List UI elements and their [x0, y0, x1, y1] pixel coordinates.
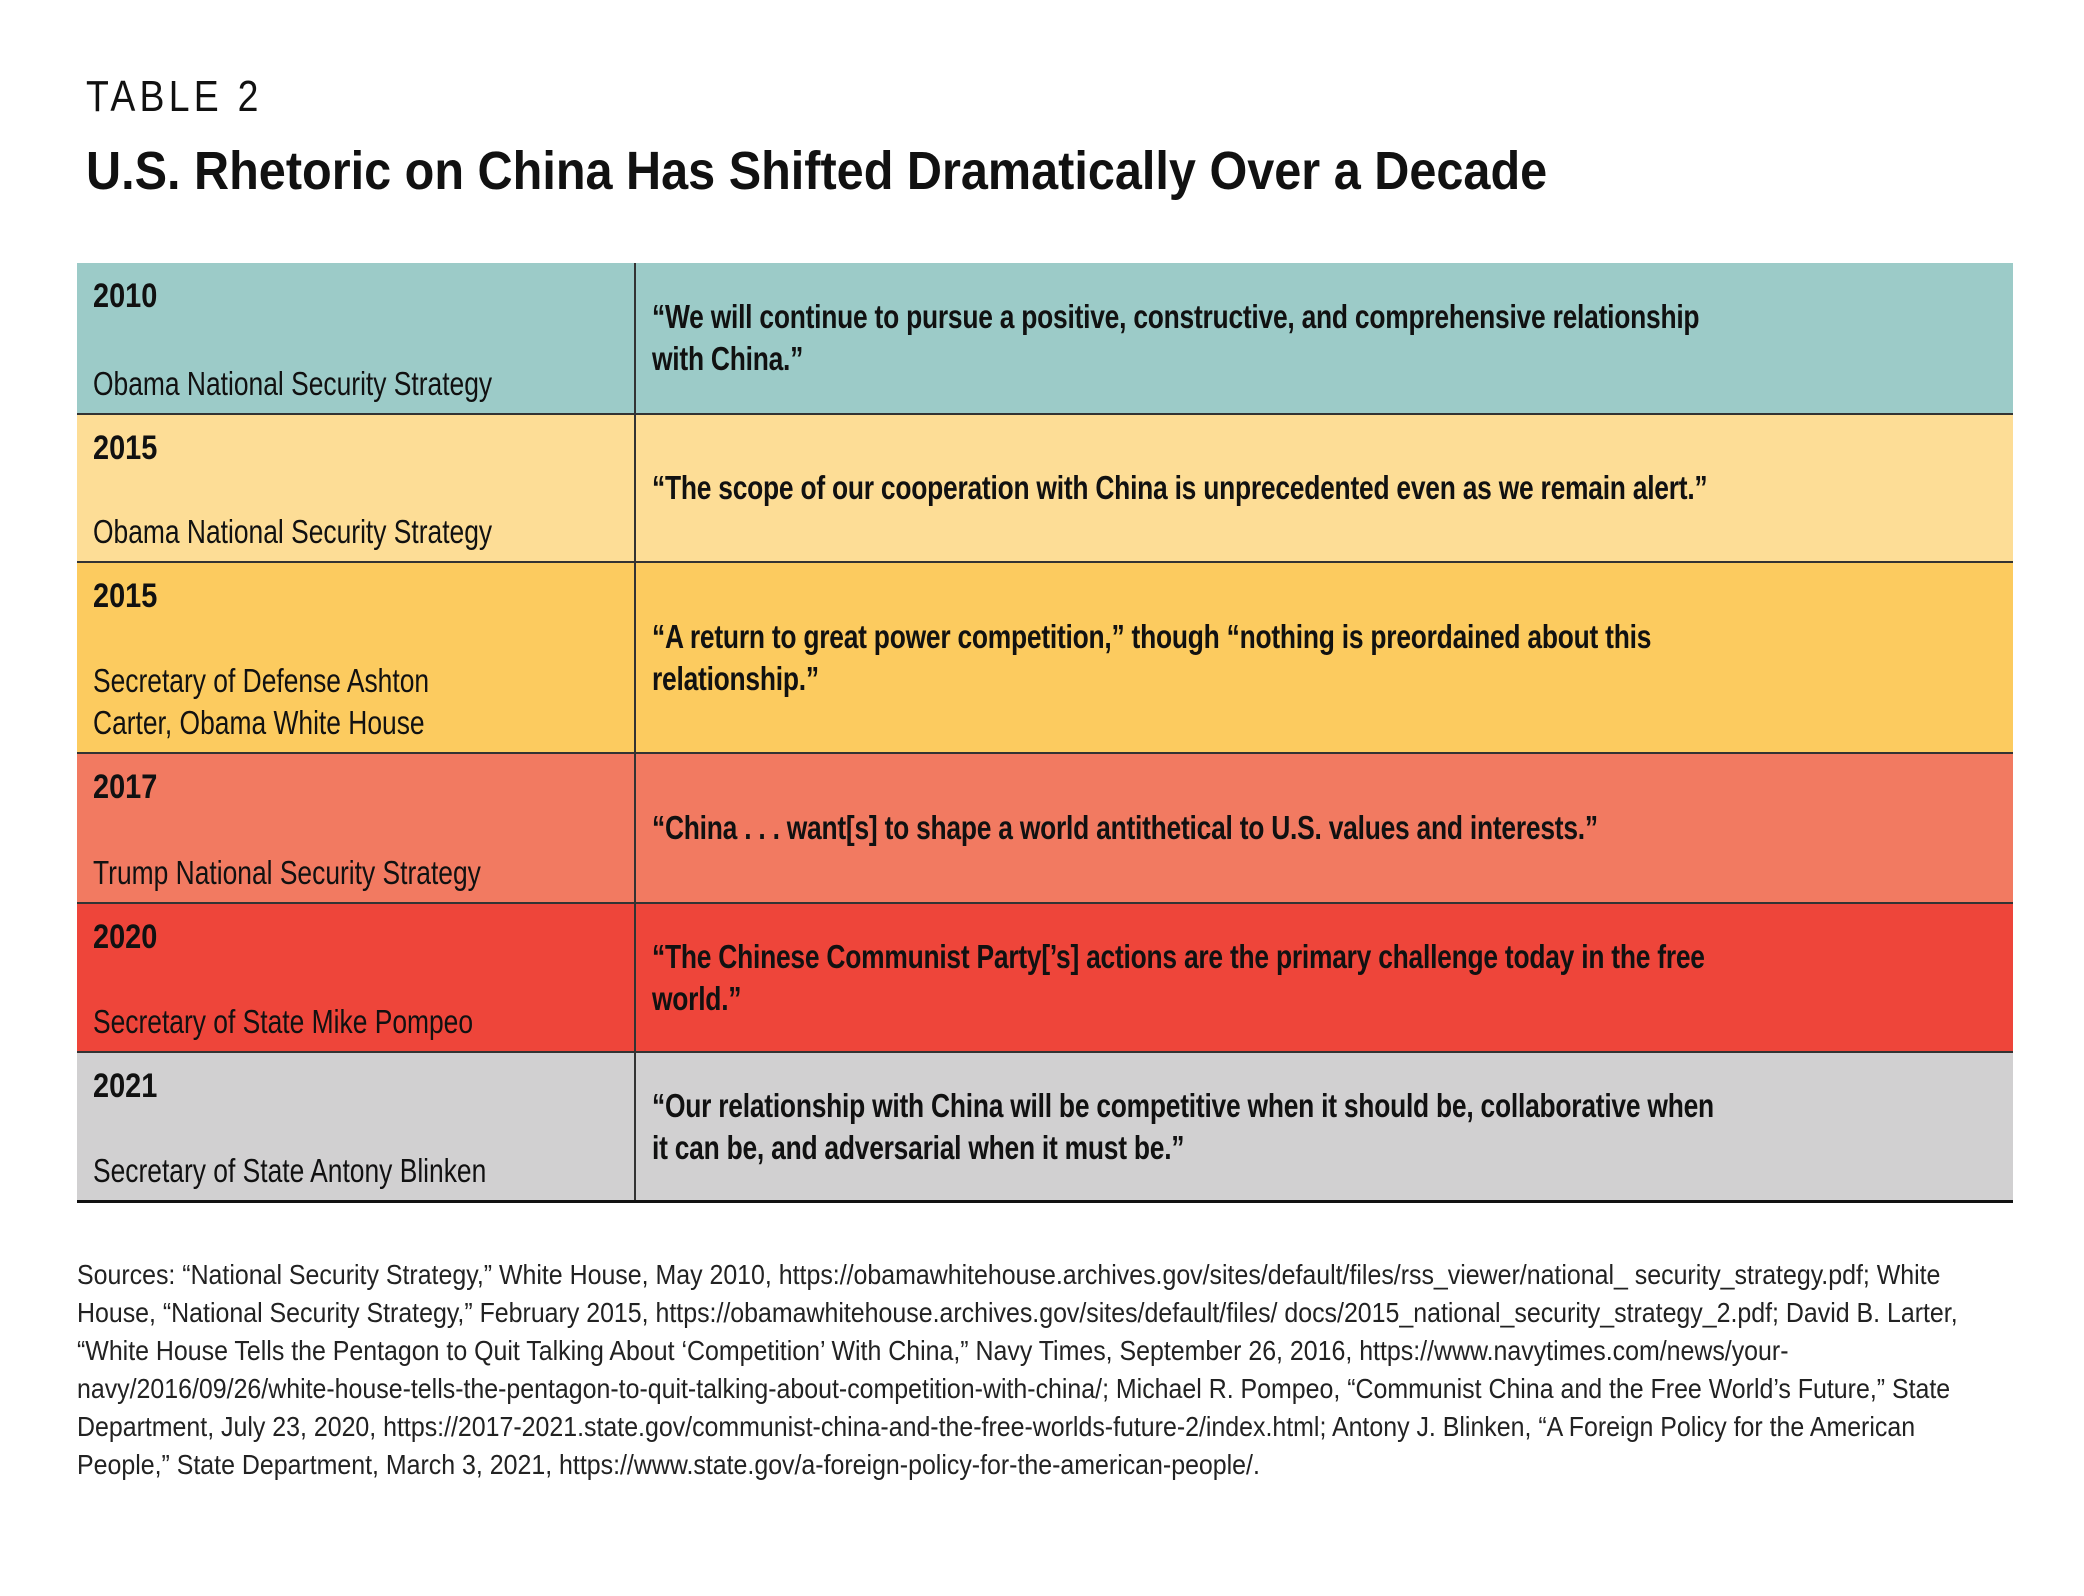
row-year: 2017	[93, 768, 158, 806]
row-source: Trump National Security Strategy	[93, 854, 481, 891]
row-quote: “China . . . want[s] to shape a world an…	[652, 809, 1598, 846]
row-year: 2020	[93, 918, 158, 956]
row-year: 2021	[93, 1067, 158, 1105]
row-quote: “We will continue to pursue a positive, …	[652, 298, 1700, 377]
row-quote: “The scope of our cooperation with China…	[652, 469, 1708, 506]
table-row: 2015 Secretary of Defense Ashton Carter, …	[77, 561, 2013, 752]
row-source: Obama National Security Strategy	[93, 513, 493, 550]
row-year: 2010	[93, 277, 158, 315]
row-year: 2015	[93, 577, 158, 615]
row-source: Secretary of State Mike Pompeo	[93, 1003, 474, 1040]
row-quote: “Our relationship with China will be com…	[652, 1086, 1714, 1166]
rhetoric-table: 2010 Obama National Security Strategy “We…	[77, 263, 2013, 1203]
row-source: Secretary of Defense Ashton Carter, Obam…	[93, 662, 430, 741]
table-label: TABLE 2	[86, 72, 263, 121]
table-row: 2010 Obama National Security Strategy “We…	[77, 263, 2013, 413]
row-source: Secretary of State Antony Blinken	[93, 1152, 487, 1189]
row-year: 2015	[93, 429, 158, 467]
page-title: U.S. Rhetoric on China Has Shifted Drama…	[86, 141, 1548, 201]
table-row: 2021 Secretary of State Antony Blinken “O…	[77, 1051, 2013, 1200]
row-quote: “A return to great power competition,” t…	[652, 617, 1652, 697]
row-source: Obama National Security Strategy	[93, 365, 493, 402]
table-row: 2015 Obama National Security Strategy “Th…	[77, 413, 2013, 561]
table-row: 2020 Secretary of State Mike Pompeo “The …	[77, 902, 2013, 1051]
sources-note: Sources: “National Security Strategy,” W…	[77, 1259, 1958, 1480]
row-quote: “The Chinese Communist Party[’s] actions…	[652, 937, 1705, 1017]
table-row: 2017 Trump National Security Strategy “Ch…	[77, 752, 2013, 902]
